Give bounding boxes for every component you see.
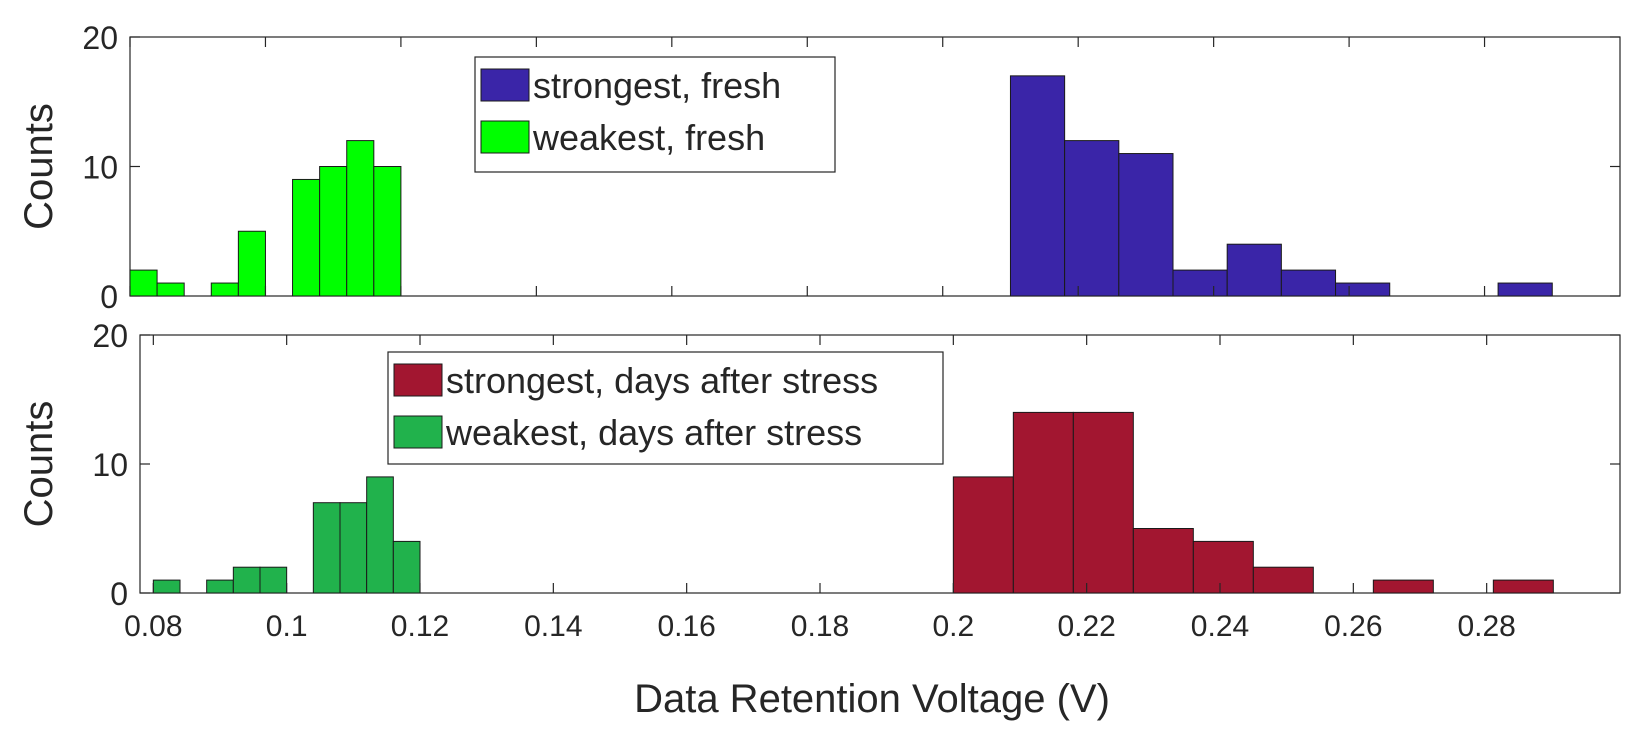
histogram-bar <box>206 579 234 594</box>
legend-entry: strongest, fresh <box>533 65 781 106</box>
histogram-bar <box>346 140 375 297</box>
y-tick-label: 0 <box>100 279 118 315</box>
histogram-bar <box>1118 153 1174 297</box>
histogram-bar <box>1280 269 1337 297</box>
histogram-bar <box>1172 269 1228 297</box>
histogram-bar <box>259 566 288 594</box>
legend-swatch <box>480 68 530 102</box>
y-tick-label: 0 <box>110 576 128 612</box>
histogram-bar <box>1252 566 1314 594</box>
histogram-bar <box>1012 411 1074 594</box>
histogram-bar <box>339 502 368 594</box>
histogram-bar <box>292 178 321 297</box>
histogram-bar <box>1335 282 1391 297</box>
x-tick-label: 0.14 <box>524 610 582 643</box>
x-tick-label: 0.26 <box>1324 610 1382 643</box>
bottom-histogram-panel: 0 10 20 0.08 0.1 0.12 0.14 0.16 0.18 0.2 0.22 0.24 0… <box>17 318 1621 643</box>
histogram-bar <box>366 476 394 594</box>
histogram-bar <box>237 230 266 297</box>
histogram-bar <box>232 566 261 594</box>
histogram-bar <box>156 282 185 297</box>
x-tick-label: 0.08 <box>124 610 182 643</box>
x-tick-label: 0.12 <box>391 610 449 643</box>
histogram-bar <box>312 502 341 594</box>
histogram-bar <box>319 166 348 297</box>
x-tick-label: 0.18 <box>791 610 849 643</box>
legend-swatch <box>393 415 443 449</box>
histogram-bar <box>1064 140 1120 297</box>
legend-entry: weakest, days after stress <box>445 412 862 453</box>
histogram-bar <box>152 579 181 594</box>
x-tick-label: 0.24 <box>1191 610 1249 643</box>
y-tick-label: 20 <box>92 318 128 354</box>
y-tick-label: 20 <box>82 20 118 56</box>
legend-swatch <box>480 120 530 154</box>
y-tick-label: 10 <box>82 150 118 186</box>
histogram-bar <box>210 282 239 297</box>
histogram-bar <box>1192 540 1254 594</box>
x-tick-label: 0.22 <box>1057 610 1115 643</box>
legend-box <box>474 56 836 173</box>
y-axis-label: Counts <box>17 401 61 528</box>
x-tick-label: 0.1 <box>266 610 308 643</box>
legend-swatch <box>393 363 443 397</box>
legend-entry: weakest, fresh <box>532 117 765 158</box>
histogram-bar <box>1132 528 1194 594</box>
legend-box <box>387 351 944 465</box>
legend-entry: strongest, days after stress <box>446 360 878 401</box>
histogram-bar <box>129 269 158 297</box>
histogram-bar <box>1492 579 1554 594</box>
histogram-bar <box>1372 579 1434 594</box>
histogram-bar <box>1009 75 1066 297</box>
histogram-bar <box>392 540 421 594</box>
histogram-bar <box>1497 282 1553 297</box>
top-histogram-panel: 0 10 20 Counts strongest, fresh weakest, fres… <box>17 20 1621 315</box>
y-axis-label: Counts <box>17 103 61 230</box>
x-tick-label: 0.28 <box>1457 610 1515 643</box>
histogram-bar <box>373 166 402 297</box>
histogram-bar <box>1072 411 1134 594</box>
histogram-bar <box>1226 243 1282 297</box>
histogram-bar <box>952 476 1014 594</box>
x-axis-label: Data Retention Voltage (V) <box>634 677 1110 721</box>
x-tick-label: 0.16 <box>657 610 715 643</box>
y-tick-label: 10 <box>92 447 128 483</box>
x-tick-label: 0.2 <box>932 610 974 643</box>
